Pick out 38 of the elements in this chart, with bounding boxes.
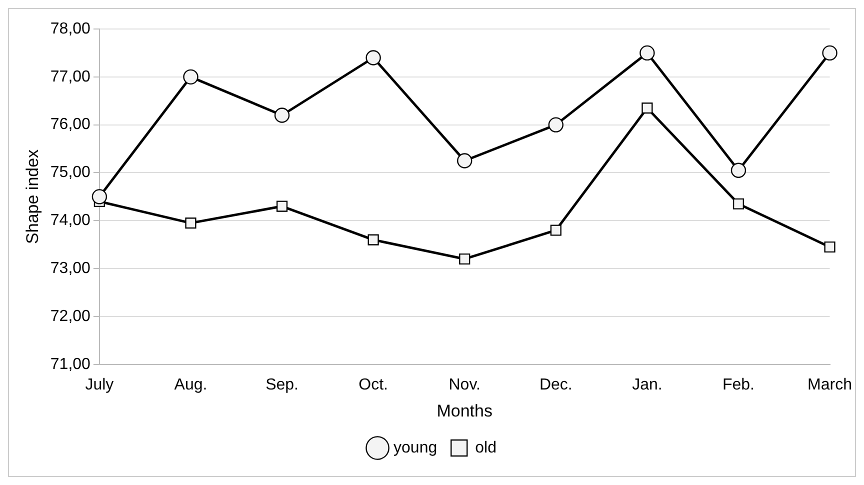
point	[183, 69, 198, 85]
point	[185, 218, 196, 229]
point	[92, 189, 108, 204]
point	[548, 117, 564, 132]
x-tick-label: Sep.	[266, 376, 298, 394]
x-tick-label: Jan.	[632, 376, 662, 394]
point	[274, 108, 290, 123]
y-tick-label: 76,00	[50, 116, 91, 134]
point	[457, 153, 472, 168]
legend-label: young	[394, 439, 438, 456]
y-tick-label: 74,00	[50, 212, 91, 230]
y-tick-label: 73,00	[50, 260, 91, 277]
x-tick-label: Dec.	[539, 376, 572, 394]
y-tick-label: 78,00	[50, 20, 91, 38]
legend-label: old	[475, 439, 496, 456]
point	[366, 50, 381, 66]
point	[732, 198, 744, 210]
x-tick-label: Feb.	[722, 376, 754, 394]
x-tick-label: July	[85, 376, 114, 394]
y-tick-label: 72,00	[50, 308, 91, 325]
point	[368, 234, 379, 246]
point	[824, 241, 836, 253]
point	[459, 253, 470, 265]
y-tick-label: 75,00	[50, 164, 91, 182]
x-axis-title: Months	[436, 401, 492, 420]
point	[730, 162, 746, 178]
x-tick-label: Nov.	[448, 376, 480, 394]
point	[642, 102, 653, 114]
x-tick-label: Oct.	[358, 376, 388, 394]
y-tick-label: 71,00	[50, 356, 91, 373]
point	[822, 45, 838, 61]
x-tick-label: March	[808, 376, 852, 394]
point	[276, 200, 288, 212]
point	[640, 45, 655, 61]
y-axis-title: Shape index	[22, 148, 42, 244]
y-tick-label: 77,00	[50, 68, 91, 86]
x-tick-label: Aug.	[174, 376, 208, 394]
point	[550, 224, 562, 236]
